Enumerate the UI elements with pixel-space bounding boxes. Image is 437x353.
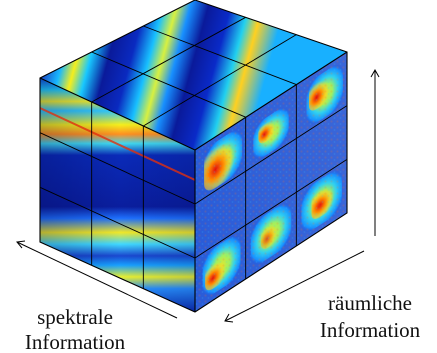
cube-outline [39,0,348,313]
spatial-label-line1: räumliche [328,291,412,315]
spectral-axis-arrow [16,240,178,319]
spectral-label-line1: spektrale [37,305,113,329]
spectral-label-line2: Information [25,330,126,353]
cube-grid-lines [39,16,348,289]
cube-front-face [40,78,195,312]
spatial-axis-arrows [224,68,380,323]
spatial-label-line2: Information [320,318,421,342]
cube-right-face [195,52,347,312]
cube-top-face [40,0,347,150]
